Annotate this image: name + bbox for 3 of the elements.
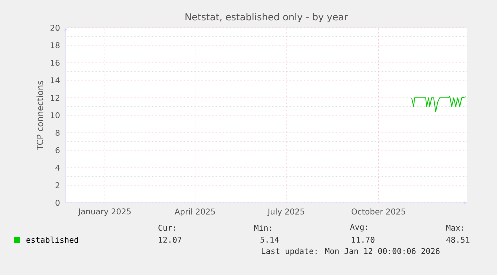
y-axis-title: TCP connections	[36, 81, 44, 150]
line-series	[411, 96, 466, 112]
chart-title: Netstat, established only - by year	[186, 13, 348, 22]
